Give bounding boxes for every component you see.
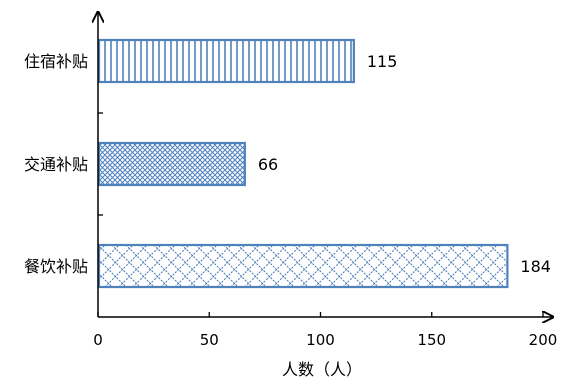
x-tick-label-3: 100	[306, 331, 335, 349]
labels-layer: 住宿补贴 115 交通补贴 66 餐饮补贴 184 0 50 100 150 200	[24, 52, 557, 349]
bar-3	[97, 243, 509, 289]
value-label-1: 115	[367, 52, 398, 71]
category-label-1: 住宿补贴	[24, 52, 88, 71]
x-tick-label-4: 150	[417, 331, 446, 349]
value-label-3: 184	[520, 257, 551, 276]
bars-layer	[97, 38, 509, 289]
bar-2	[97, 141, 246, 187]
x-tick-label-5: 200	[529, 331, 558, 349]
x-axis-title: 人数（人）	[282, 360, 362, 379]
axes-layer	[98, 12, 553, 317]
category-label-2: 交通补贴	[24, 155, 88, 174]
x-tick-label-2: 50	[200, 331, 219, 349]
category-label-3: 餐饮补贴	[24, 257, 88, 276]
x-tick-label-1: 0	[93, 331, 103, 349]
bar-1	[97, 38, 355, 84]
value-label-2: 66	[258, 155, 278, 174]
